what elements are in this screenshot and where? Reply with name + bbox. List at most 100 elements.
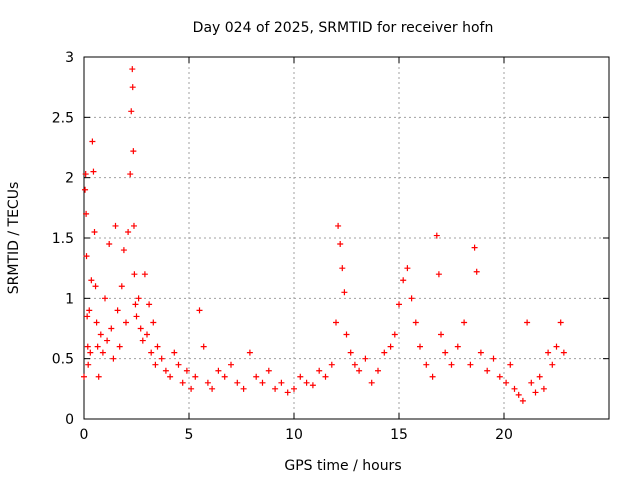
data-point [129,84,136,91]
data-point [188,385,195,392]
data-point [150,319,157,326]
chart-title: Day 024 of 2025, SRMTID for receiver hof… [193,20,494,36]
data-point [503,379,510,386]
data-point [91,228,98,235]
data-point [175,361,182,368]
data-point [442,349,449,356]
data-point [90,168,97,175]
data-point [309,382,316,389]
data-point [259,379,266,386]
data-point [532,389,539,396]
data-point [507,361,514,368]
data-point [519,397,526,404]
data-point [490,355,497,362]
x-tick-label: 20 [495,427,513,443]
data-point [99,349,106,356]
data-point [417,343,423,350]
x-axis-label: GPS time / hours [284,458,401,474]
data-point [83,253,90,260]
y-tick-label: 3 [65,50,74,66]
data-point [303,379,310,386]
data-point [477,349,484,356]
data-point [93,319,100,326]
data-point [221,373,228,380]
data-point [496,373,503,380]
data-point [540,385,547,392]
data-point [228,361,234,368]
data-point [89,138,96,145]
data-point [162,367,169,374]
data-point [234,379,241,386]
data-point [183,367,190,374]
data-point [240,385,247,392]
data-point [209,385,216,392]
data-point [528,379,535,386]
data-point [404,265,411,272]
data-point [86,307,93,314]
data-point [167,373,174,380]
data-point [429,373,436,380]
data-point [114,307,121,314]
data-point [560,349,567,356]
data-point [94,343,101,350]
data-point [253,373,260,380]
x-tick-label: 5 [185,427,194,443]
data-point [524,319,531,326]
data-point [297,373,304,380]
data-point [83,210,90,217]
y-axis-label: SRMTID / TECUs [6,182,22,295]
data-point [339,265,346,272]
data-point [82,171,89,178]
data-point [375,367,381,374]
y-tick-label: 0.5 [52,352,74,368]
data-point [412,319,419,326]
y-tick-label: 0 [65,412,74,428]
data-point [438,331,444,338]
data-point [265,367,272,374]
x-tick-label: 0 [80,427,89,443]
data-point [461,319,468,326]
data-point [435,271,442,278]
data-point [144,331,150,338]
data-point [343,331,350,338]
data-point [102,295,108,302]
data-point [341,289,348,296]
data-point [118,283,125,290]
data-point [368,379,375,386]
data-point [322,373,329,380]
data-point [129,66,136,73]
y-tick-label: 2 [65,171,74,187]
data-point [246,349,253,356]
data-point [137,325,144,332]
data-point [192,373,199,380]
data-point [130,148,137,155]
data-point [139,337,146,344]
data-point [152,361,159,368]
data-point [272,385,279,392]
data-point [141,271,148,278]
data-point [515,391,522,398]
data-point [391,331,398,338]
data-point [408,295,415,302]
data-point [116,343,123,350]
y-tick-label: 1 [65,291,74,307]
data-point [123,319,129,326]
data-point [553,343,560,350]
data-point [132,301,139,308]
data-point [284,389,291,396]
data-point [128,108,135,115]
data-point [215,367,222,374]
data-point [448,361,455,368]
data-point [171,349,178,356]
y-tick-label: 2.5 [52,110,74,126]
data-point [82,186,89,193]
data-point [362,355,369,362]
data-point [84,343,91,350]
data-point [87,349,94,356]
data-point [351,361,358,368]
data-point [135,295,142,302]
data-point [120,247,127,254]
data-point [337,241,344,248]
data-point [125,228,132,235]
grid-lines [84,57,609,419]
